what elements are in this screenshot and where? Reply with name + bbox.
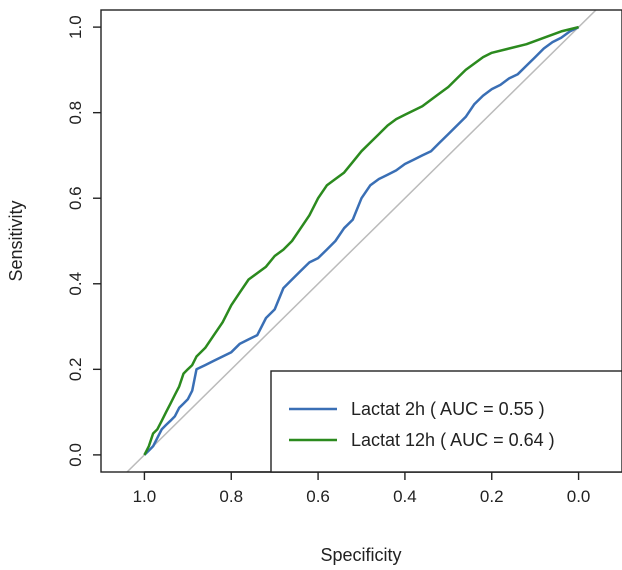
y-axis-label: Sensitivity (6, 200, 26, 281)
x-tick-label: 0.0 (567, 487, 591, 506)
y-tick-label: 0.0 (66, 443, 85, 467)
legend-label-lactat-2h: Lactat 2h ( AUC = 0.55 ) (351, 399, 545, 419)
x-tick-label: 0.6 (306, 487, 330, 506)
series-line-lactat-2h (143, 25, 580, 456)
legend: Lactat 2h ( AUC = 0.55 ) Lactat 12h ( AU… (270, 370, 622, 473)
series-layer (143, 25, 580, 456)
x-tick-label: 1.0 (133, 487, 157, 506)
y-tick-label: 0.8 (66, 101, 85, 125)
x-tick-label: 0.8 (219, 487, 243, 506)
legend-label-lactat-12h: Lactat 12h ( AUC = 0.64 ) (351, 430, 555, 450)
y-tick-label: 0.4 (66, 272, 85, 296)
x-tick-label: 0.4 (393, 487, 417, 506)
series-line-lactat-12h (143, 25, 579, 456)
y-tick-label: 1.0 (66, 15, 85, 39)
x-axis-label: Specificity (320, 545, 401, 565)
y-tick-label: 0.6 (66, 186, 85, 210)
reference-diagonal-line (125, 10, 598, 472)
y-tick-label: 0.2 (66, 358, 85, 382)
x-axis: 1.0 0.8 0.6 0.4 0.2 0.0 (133, 471, 591, 506)
legend-box (270, 370, 622, 473)
y-axis: 0.0 0.2 0.4 0.6 0.8 1.0 (66, 15, 101, 467)
plot-area (125, 10, 598, 472)
x-tick-label: 0.2 (480, 487, 504, 506)
